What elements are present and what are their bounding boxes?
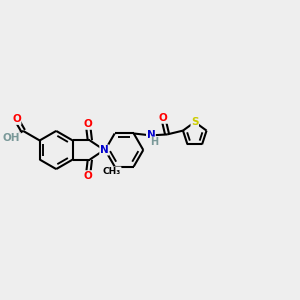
Text: OH: OH [3,133,20,142]
Text: O: O [84,171,92,181]
Text: O: O [159,113,168,123]
Text: CH₃: CH₃ [103,167,121,176]
Text: H: H [150,137,158,147]
Text: O: O [84,119,92,129]
Text: S: S [191,117,199,127]
Text: N: N [146,130,155,140]
Text: O: O [12,114,21,124]
Text: N: N [100,145,109,155]
